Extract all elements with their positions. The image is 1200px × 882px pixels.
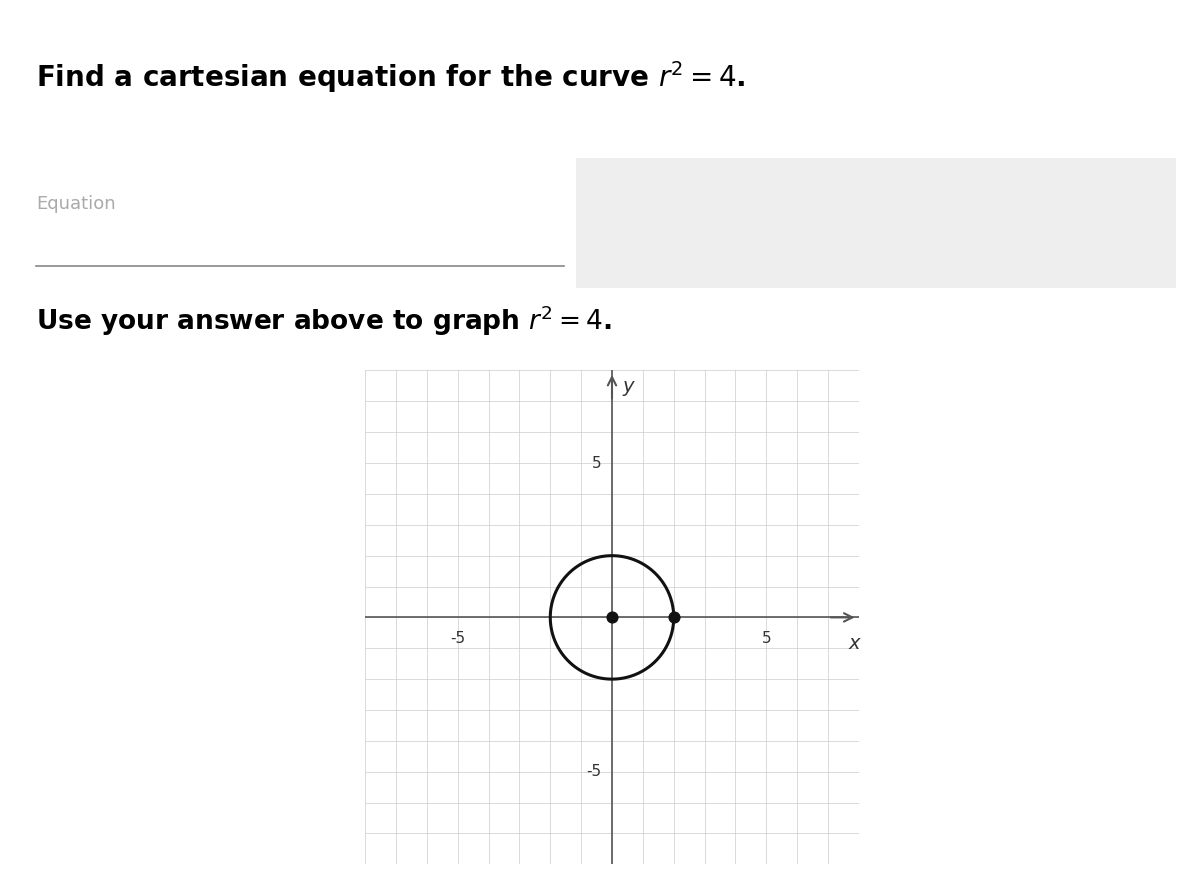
Text: Find a cartesian equation for the curve $r^2 = 4$.: Find a cartesian equation for the curve … [36, 60, 745, 95]
Text: Use your answer above to graph $r^2 = 4$.: Use your answer above to graph $r^2 = 4$… [36, 303, 612, 339]
Text: 5: 5 [762, 632, 772, 647]
Text: y: y [623, 377, 635, 396]
Text: Equation: Equation [36, 195, 115, 213]
Point [664, 610, 683, 624]
Text: -5: -5 [586, 764, 601, 780]
Text: 5: 5 [592, 455, 601, 471]
Point [602, 610, 622, 624]
FancyBboxPatch shape [576, 159, 1176, 288]
Text: -5: -5 [450, 632, 466, 647]
Text: x: x [848, 634, 860, 654]
